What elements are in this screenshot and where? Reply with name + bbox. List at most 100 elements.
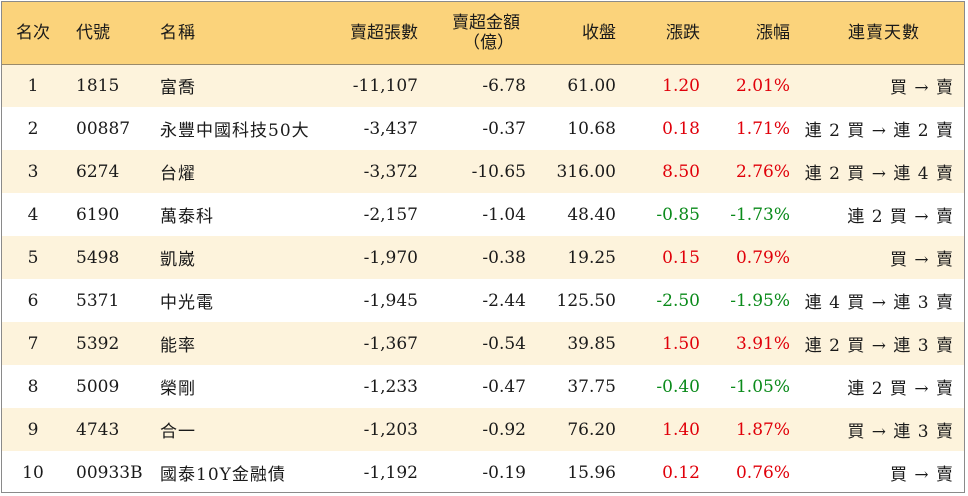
- cell-net-sell-amount: -0.19: [482, 462, 526, 483]
- header-rank: 名次: [2, 2, 64, 65]
- cell-net-sell-shares: -1,233: [363, 376, 418, 397]
- cell-name: 富喬: [160, 78, 196, 99]
- header-net-sell-amount: 賣超金額 （億）: [430, 2, 538, 65]
- cell-rank: 8: [27, 376, 39, 397]
- cell-close: 125.50: [556, 290, 616, 311]
- cell-change: 1.50: [662, 333, 700, 354]
- cell-consecutive-days: 買 → 賣: [889, 465, 954, 485]
- cell-name: 能率: [160, 336, 196, 356]
- cell-close: 76.20: [567, 419, 616, 440]
- cell-change: -2.50: [656, 290, 700, 311]
- cell-code: 4743: [76, 419, 120, 440]
- cell-net-sell-shares: -11,107: [352, 75, 418, 96]
- cell-change: 1.40: [662, 419, 700, 440]
- table-row: 4 6190 萬泰科 -2,157 -1.04 48.40 -0.85 -1.73% 連 2 買…: [2, 193, 964, 236]
- cell-consecutive-days: 買 → 連 3 賣: [847, 422, 954, 442]
- cell-pct-change: 2.01%: [735, 75, 790, 96]
- cell-name: 合一: [160, 422, 196, 442]
- header-code: 代號: [64, 2, 148, 65]
- cell-pct-change: 0.76%: [735, 462, 790, 483]
- cell-name: 榮剛: [160, 379, 196, 399]
- cell-net-sell-amount: -2.44: [482, 290, 526, 311]
- cell-net-sell-shares: -1,203: [363, 419, 418, 440]
- cell-consecutive-days: 買 → 賣: [889, 78, 954, 99]
- cell-change: 8.50: [662, 161, 700, 182]
- table-row: 7 5392 能率 -1,367 -0.54 39.85 1.50 3.91% 連 2 買 → …: [2, 322, 964, 365]
- cell-pct-change: 2.76%: [735, 161, 790, 182]
- cell-pct-change: -1.73%: [730, 204, 790, 225]
- header-net-sell-amount-line1: 賣超金額: [452, 12, 520, 33]
- cell-consecutive-days: 連 2 買 → 連 3 賣: [804, 336, 954, 356]
- table-header-row: 名次 代號 名稱 賣超張數 賣超金額 （億） 收盤 漲跌 漲幅 連賣天數: [2, 2, 964, 65]
- cell-net-sell-amount: -1.04: [482, 204, 526, 225]
- cell-code: 00887: [76, 118, 131, 139]
- cell-pct-change: 1.71%: [735, 118, 790, 139]
- cell-rank: 9: [27, 419, 39, 440]
- cell-close: 10.68: [567, 118, 616, 139]
- cell-close: 48.40: [567, 204, 616, 225]
- cell-name: 凱崴: [160, 250, 196, 270]
- table-row: 2 00887 永豐中國科技50大 -3,437 -0.37 10.68 0.18 1.71%…: [2, 107, 964, 150]
- table-body: 1 1815 富喬 -11,107 -6.78 61.00 1.20 2.01% 買 → 賣 2 0…: [2, 64, 964, 492]
- cell-name: 台燿: [160, 164, 196, 184]
- table-row: 3 6274 台燿 -3,372 -10.65 316.00 8.50 2.76% 連 2 買 …: [2, 150, 964, 193]
- cell-rank: 7: [27, 333, 39, 354]
- header-change: 漲跌: [628, 2, 712, 65]
- cell-rank: 1: [27, 75, 39, 96]
- cell-change: 0.12: [662, 462, 700, 483]
- cell-net-sell-shares: -3,437: [363, 118, 418, 139]
- cell-consecutive-days: 買 → 賣: [889, 250, 954, 270]
- cell-rank: 2: [27, 118, 39, 139]
- header-net-sell-amount-line2: （億）: [463, 32, 514, 53]
- cell-net-sell-amount: -6.78: [482, 75, 526, 96]
- cell-code: 5498: [76, 247, 120, 268]
- cell-rank: 5: [27, 247, 39, 268]
- cell-name: 中光電: [160, 293, 214, 313]
- table-row: 9 4743 合一 -1,203 -0.92 76.20 1.40 1.87% 買 → 連 3 …: [2, 408, 964, 451]
- header-close: 收盤: [538, 2, 628, 65]
- cell-close: 19.25: [567, 247, 616, 268]
- cell-net-sell-amount: -0.47: [482, 376, 526, 397]
- table-row: 5 5498 凱崴 -1,970 -0.38 19.25 0.15 0.79% 買 → 賣: [2, 236, 964, 279]
- table-row: 1 1815 富喬 -11,107 -6.78 61.00 1.20 2.01% 買 → 賣: [2, 64, 964, 107]
- table-row: 8 5009 榮剛 -1,233 -0.47 37.75 -0.40 -1.05% 連 2 買 …: [2, 365, 964, 408]
- header-pct-change: 漲幅: [712, 2, 802, 65]
- cell-consecutive-days: 連 2 買 → 賣: [847, 207, 954, 227]
- cell-close: 15.96: [567, 462, 616, 483]
- cell-consecutive-days: 連 2 買 → 連 4 賣: [804, 164, 954, 184]
- cell-code: 5371: [76, 290, 120, 311]
- cell-consecutive-days: 連 4 買 → 連 3 賣: [804, 293, 954, 313]
- cell-net-sell-shares: -1,367: [363, 333, 418, 354]
- cell-net-sell-shares: -1,970: [363, 247, 418, 268]
- cell-net-sell-shares: -2,157: [363, 204, 418, 225]
- cell-consecutive-days: 連 2 買 → 連 2 賣: [804, 121, 954, 141]
- cell-net-sell-amount: -0.92: [482, 419, 526, 440]
- cell-close: 37.75: [567, 376, 616, 397]
- cell-pct-change: -1.05%: [730, 376, 790, 397]
- table-row: 10 00933B 國泰10Y金融債 -1,192 -0.19 15.96 0.12 0.76…: [2, 451, 964, 492]
- cell-net-sell-shares: -3,372: [363, 161, 418, 182]
- cell-pct-change: 1.87%: [735, 419, 790, 440]
- cell-change: 1.20: [662, 75, 700, 96]
- cell-change: 0.18: [662, 118, 700, 139]
- cell-pct-change: 0.79%: [735, 247, 790, 268]
- table-row: 6 5371 中光電 -1,945 -2.44 125.50 -2.50 -1.95% 連 4 …: [2, 279, 964, 322]
- header-consecutive-days: 連賣天數: [802, 2, 964, 65]
- cell-close: 61.00: [567, 75, 616, 96]
- cell-code: 6190: [76, 204, 120, 225]
- cell-net-sell-amount: -0.38: [482, 247, 526, 268]
- cell-name: 萬泰科: [160, 207, 214, 227]
- cell-pct-change: 3.91%: [735, 333, 790, 354]
- cell-consecutive-days: 連 2 買 → 賣: [847, 379, 954, 399]
- header-name: 名稱: [148, 2, 324, 65]
- cell-change: -0.40: [656, 376, 700, 397]
- cell-rank: 3: [27, 161, 39, 182]
- cell-close: 39.85: [567, 333, 616, 354]
- cell-rank: 6: [27, 290, 39, 311]
- cell-net-sell-amount: -0.54: [482, 333, 526, 354]
- cell-name: 國泰10Y金融債: [160, 465, 286, 485]
- cell-name: 永豐中國科技50大: [160, 121, 310, 141]
- cell-pct-change: -1.95%: [730, 290, 790, 311]
